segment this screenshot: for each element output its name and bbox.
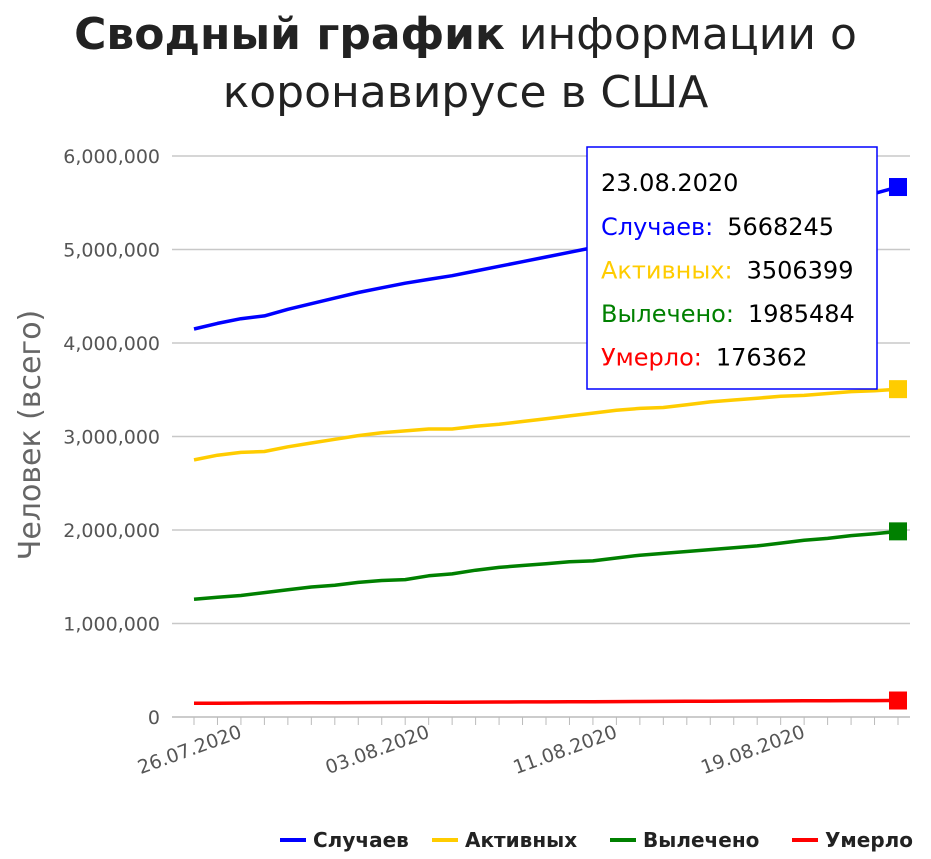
tooltip-row: Умерло: 176362 (601, 344, 807, 372)
y-tick-label: 1,000,000 (63, 614, 160, 636)
tooltip-row-value: 3506399 (747, 257, 854, 285)
tooltip-box (586, 146, 878, 390)
tooltip-row-label: Активных: (601, 257, 733, 285)
series-line-Вылечено (193, 529, 899, 601)
x-tick-label: 19.08.2020 (698, 721, 808, 779)
y-tick-label: 0 (148, 707, 160, 729)
x-tick-label: 26.07.2020 (135, 721, 245, 779)
tooltip-row-label: Умерло: (601, 344, 702, 372)
series-end-marker[interactable] (889, 380, 907, 399)
legend-item-label[interactable]: Умерло (825, 828, 913, 852)
tooltip-row-label: Случаев: (601, 213, 713, 241)
series-end-marker[interactable] (889, 178, 907, 197)
x-tick-label: 03.08.2020 (323, 721, 433, 779)
tooltip-row-value: 176362 (716, 344, 808, 372)
tooltip: 23.08.2020 Случаев: 5668245 Активных: 350639… (586, 146, 878, 390)
chart-title-rest: информации о коронавирусе в США (222, 9, 857, 118)
tooltip-row-value: 5668245 (727, 213, 834, 241)
y-tick-label: 4,000,000 (63, 333, 160, 355)
y-tick-label: 5,000,000 (63, 240, 160, 262)
tooltip-date: 23.08.2020 (601, 169, 738, 197)
legend-item-label[interactable]: Случаев (313, 828, 409, 852)
series-end-marker[interactable] (889, 522, 907, 541)
series-end-marker[interactable] (889, 691, 907, 710)
tooltip-row: Случаев: 5668245 (601, 213, 834, 241)
legend: Случаев Активных Вылечено Умерло (280, 828, 913, 852)
x-tick-label: 11.08.2020 (510, 721, 620, 779)
tooltip-row: Вылечено: 1985484 (601, 300, 855, 328)
y-tick-label: 3,000,000 (63, 427, 160, 449)
y-tick-label: 6,000,000 (63, 146, 160, 168)
chart-title: Сводный график информации о коронавирусе… (0, 6, 931, 122)
y-axis-label: Человек (всего) (13, 310, 48, 561)
legend-item-label[interactable]: Вылечено (643, 828, 759, 852)
tooltip-row-value: 1985484 (748, 300, 855, 328)
x-axis: 26.07.2020 03.08.2020 11.08.2020 19.08.2020 (135, 717, 899, 779)
y-axis-ticks: 0 1,000,000 2,000,000 3,000,000 4,000,000 5,0… (63, 146, 160, 729)
tooltip-row-label: Вылечено: (601, 300, 734, 328)
y-tick-label: 2,000,000 (63, 520, 160, 542)
tooltip-row: Активных: 3506399 (601, 257, 853, 285)
series-line-Активных (193, 387, 899, 462)
chart-title-bold: Сводный график (74, 9, 505, 60)
legend-item-label[interactable]: Активных (465, 828, 577, 852)
series-line-Умерло (193, 698, 899, 706)
